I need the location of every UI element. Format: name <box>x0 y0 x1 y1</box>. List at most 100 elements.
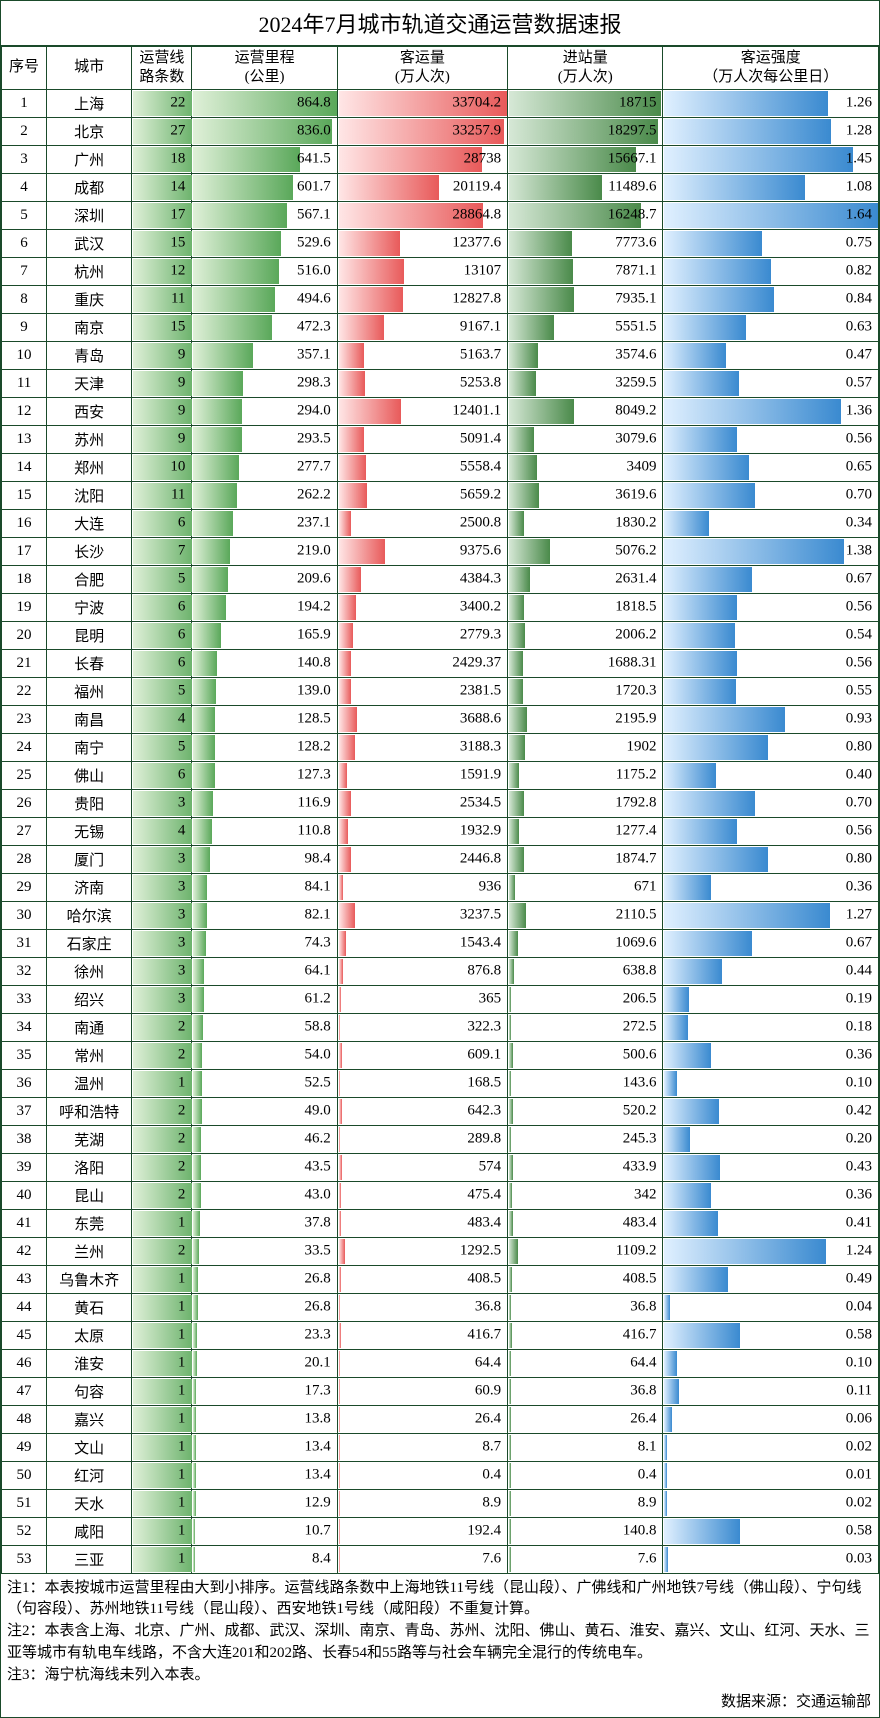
mileage-cell: 26.8 <box>192 1293 337 1321</box>
ridership-cell: 876.8 <box>337 957 507 985</box>
intensity-cell: 1.64 <box>663 201 879 229</box>
ridership-cell: 7.6 <box>337 1545 507 1573</box>
ridership-cell: 0.4 <box>337 1461 507 1489</box>
mileage-cell: 12.9 <box>192 1489 337 1517</box>
table-row: 51天水112.98.98.90.02 <box>2 1489 879 1517</box>
report-title: 2024年7月城市轨道交通运营数据速报 <box>1 1 879 46</box>
intensity-cell: 0.02 <box>663 1433 879 1461</box>
entries-cell: 1720.3 <box>508 677 663 705</box>
intensity-cell: 0.80 <box>663 845 879 873</box>
ridership-cell: 26.4 <box>337 1405 507 1433</box>
entries-cell: 8.1 <box>508 1433 663 1461</box>
mileage-cell: 43.0 <box>192 1181 337 1209</box>
report-page: 2024年7月城市轨道交通运营数据速报 序号 城市 运营线路条数 运营里程(公里… <box>0 0 880 1718</box>
entries-cell: 11489.6 <box>508 173 663 201</box>
entries-cell: 638.8 <box>508 957 663 985</box>
mileage-cell: 46.2 <box>192 1125 337 1153</box>
intensity-cell: 0.02 <box>663 1489 879 1517</box>
mileage-cell: 294.0 <box>192 397 337 425</box>
ridership-cell: 2500.8 <box>337 509 507 537</box>
intensity-cell: 0.36 <box>663 873 879 901</box>
table-row: 17长沙7219.09375.65076.21.38 <box>2 537 879 565</box>
mileage-cell: 139.0 <box>192 677 337 705</box>
table-row: 52咸阳110.7192.4140.80.58 <box>2 1517 879 1545</box>
table-row: 30哈尔滨382.13237.52110.51.27 <box>2 901 879 929</box>
mileage-cell: 601.7 <box>192 173 337 201</box>
intensity-cell: 0.56 <box>663 425 879 453</box>
note-line: 注3：海宁杭海线未列入本表。 <box>7 1665 873 1687</box>
ridership-cell: 28738 <box>337 145 507 173</box>
table-row: 14郑州10277.75558.434090.65 <box>2 453 879 481</box>
th-intensity: 客运强度（万人次每公里日） <box>663 47 879 90</box>
mileage-cell: 567.1 <box>192 201 337 229</box>
mileage-cell: 84.1 <box>192 873 337 901</box>
entries-cell: 1902 <box>508 733 663 761</box>
mileage-cell: 262.2 <box>192 481 337 509</box>
ridership-cell: 483.4 <box>337 1209 507 1237</box>
table-row: 38芜湖246.2289.8245.30.20 <box>2 1125 879 1153</box>
table-row: 32徐州364.1876.8638.80.44 <box>2 957 879 985</box>
ridership-cell: 475.4 <box>337 1181 507 1209</box>
table-row: 33绍兴361.2365206.50.19 <box>2 985 879 1013</box>
ridership-cell: 609.1 <box>337 1041 507 1069</box>
entries-cell: 1818.5 <box>508 593 663 621</box>
mileage-cell: 54.0 <box>192 1041 337 1069</box>
mileage-cell: 61.2 <box>192 985 337 1013</box>
entries-cell: 245.3 <box>508 1125 663 1153</box>
ridership-cell: 12377.6 <box>337 229 507 257</box>
mileage-cell: 64.1 <box>192 957 337 985</box>
ridership-cell: 1932.9 <box>337 817 507 845</box>
ridership-cell: 20119.4 <box>337 173 507 201</box>
table-row: 36温州152.5168.5143.60.10 <box>2 1069 879 1097</box>
table-row: 11天津9298.35253.83259.50.57 <box>2 369 879 397</box>
ridership-cell: 365 <box>337 985 507 1013</box>
entries-cell: 1109.2 <box>508 1237 663 1265</box>
intensity-cell: 0.70 <box>663 789 879 817</box>
table-row: 48嘉兴113.826.426.40.06 <box>2 1405 879 1433</box>
mileage-cell: 128.5 <box>192 705 337 733</box>
ridership-cell: 12401.1 <box>337 397 507 425</box>
table-row: 24南宁5128.23188.319020.80 <box>2 733 879 761</box>
table-row: 15沈阳11262.25659.23619.60.70 <box>2 481 879 509</box>
mileage-cell: 641.5 <box>192 145 337 173</box>
intensity-cell: 0.80 <box>663 733 879 761</box>
table-row: 34南通258.8322.3272.50.18 <box>2 1013 879 1041</box>
table-row: 45太原123.3416.7416.70.58 <box>2 1321 879 1349</box>
ridership-cell: 4384.3 <box>337 565 507 593</box>
entries-cell: 16248.7 <box>508 201 663 229</box>
entries-cell: 64.4 <box>508 1349 663 1377</box>
intensity-cell: 0.56 <box>663 817 879 845</box>
intensity-cell: 0.18 <box>663 1013 879 1041</box>
entries-cell: 8049.2 <box>508 397 663 425</box>
table-row: 16大连6237.12500.81830.20.34 <box>2 509 879 537</box>
table-row: 22福州5139.02381.51720.30.55 <box>2 677 879 705</box>
ridership-cell: 36.8 <box>337 1293 507 1321</box>
ridership-cell: 2381.5 <box>337 677 507 705</box>
table-row: 35常州254.0609.1500.60.36 <box>2 1041 879 1069</box>
table-row: 42兰州233.51292.51109.21.24 <box>2 1237 879 1265</box>
mileage-cell: 23.3 <box>192 1321 337 1349</box>
intensity-cell: 0.63 <box>663 313 879 341</box>
mileage-cell: 33.5 <box>192 1237 337 1265</box>
entries-cell: 15667.1 <box>508 145 663 173</box>
intensity-cell: 0.57 <box>663 369 879 397</box>
intensity-cell: 0.58 <box>663 1517 879 1545</box>
mileage-cell: 13.8 <box>192 1405 337 1433</box>
mileage-cell: 49.0 <box>192 1097 337 1125</box>
mileage-cell: 494.6 <box>192 285 337 313</box>
intensity-cell: 1.08 <box>663 173 879 201</box>
intensity-cell: 1.28 <box>663 117 879 145</box>
mileage-cell: 26.8 <box>192 1265 337 1293</box>
table-row: 5深圳17567.128864.816248.71.64 <box>2 201 879 229</box>
ridership-cell: 13107 <box>337 257 507 285</box>
intensity-cell: 0.82 <box>663 257 879 285</box>
ridership-cell: 642.3 <box>337 1097 507 1125</box>
table-header: 序号 城市 运营线路条数 运营里程(公里) 客运量(万人次) 进站量(万人次) … <box>2 47 879 90</box>
entries-cell: 1175.2 <box>508 761 663 789</box>
intensity-cell: 0.47 <box>663 341 879 369</box>
entries-cell: 143.6 <box>508 1069 663 1097</box>
entries-cell: 1069.6 <box>508 929 663 957</box>
entries-cell: 272.5 <box>508 1013 663 1041</box>
entries-cell: 26.4 <box>508 1405 663 1433</box>
entries-cell: 342 <box>508 1181 663 1209</box>
